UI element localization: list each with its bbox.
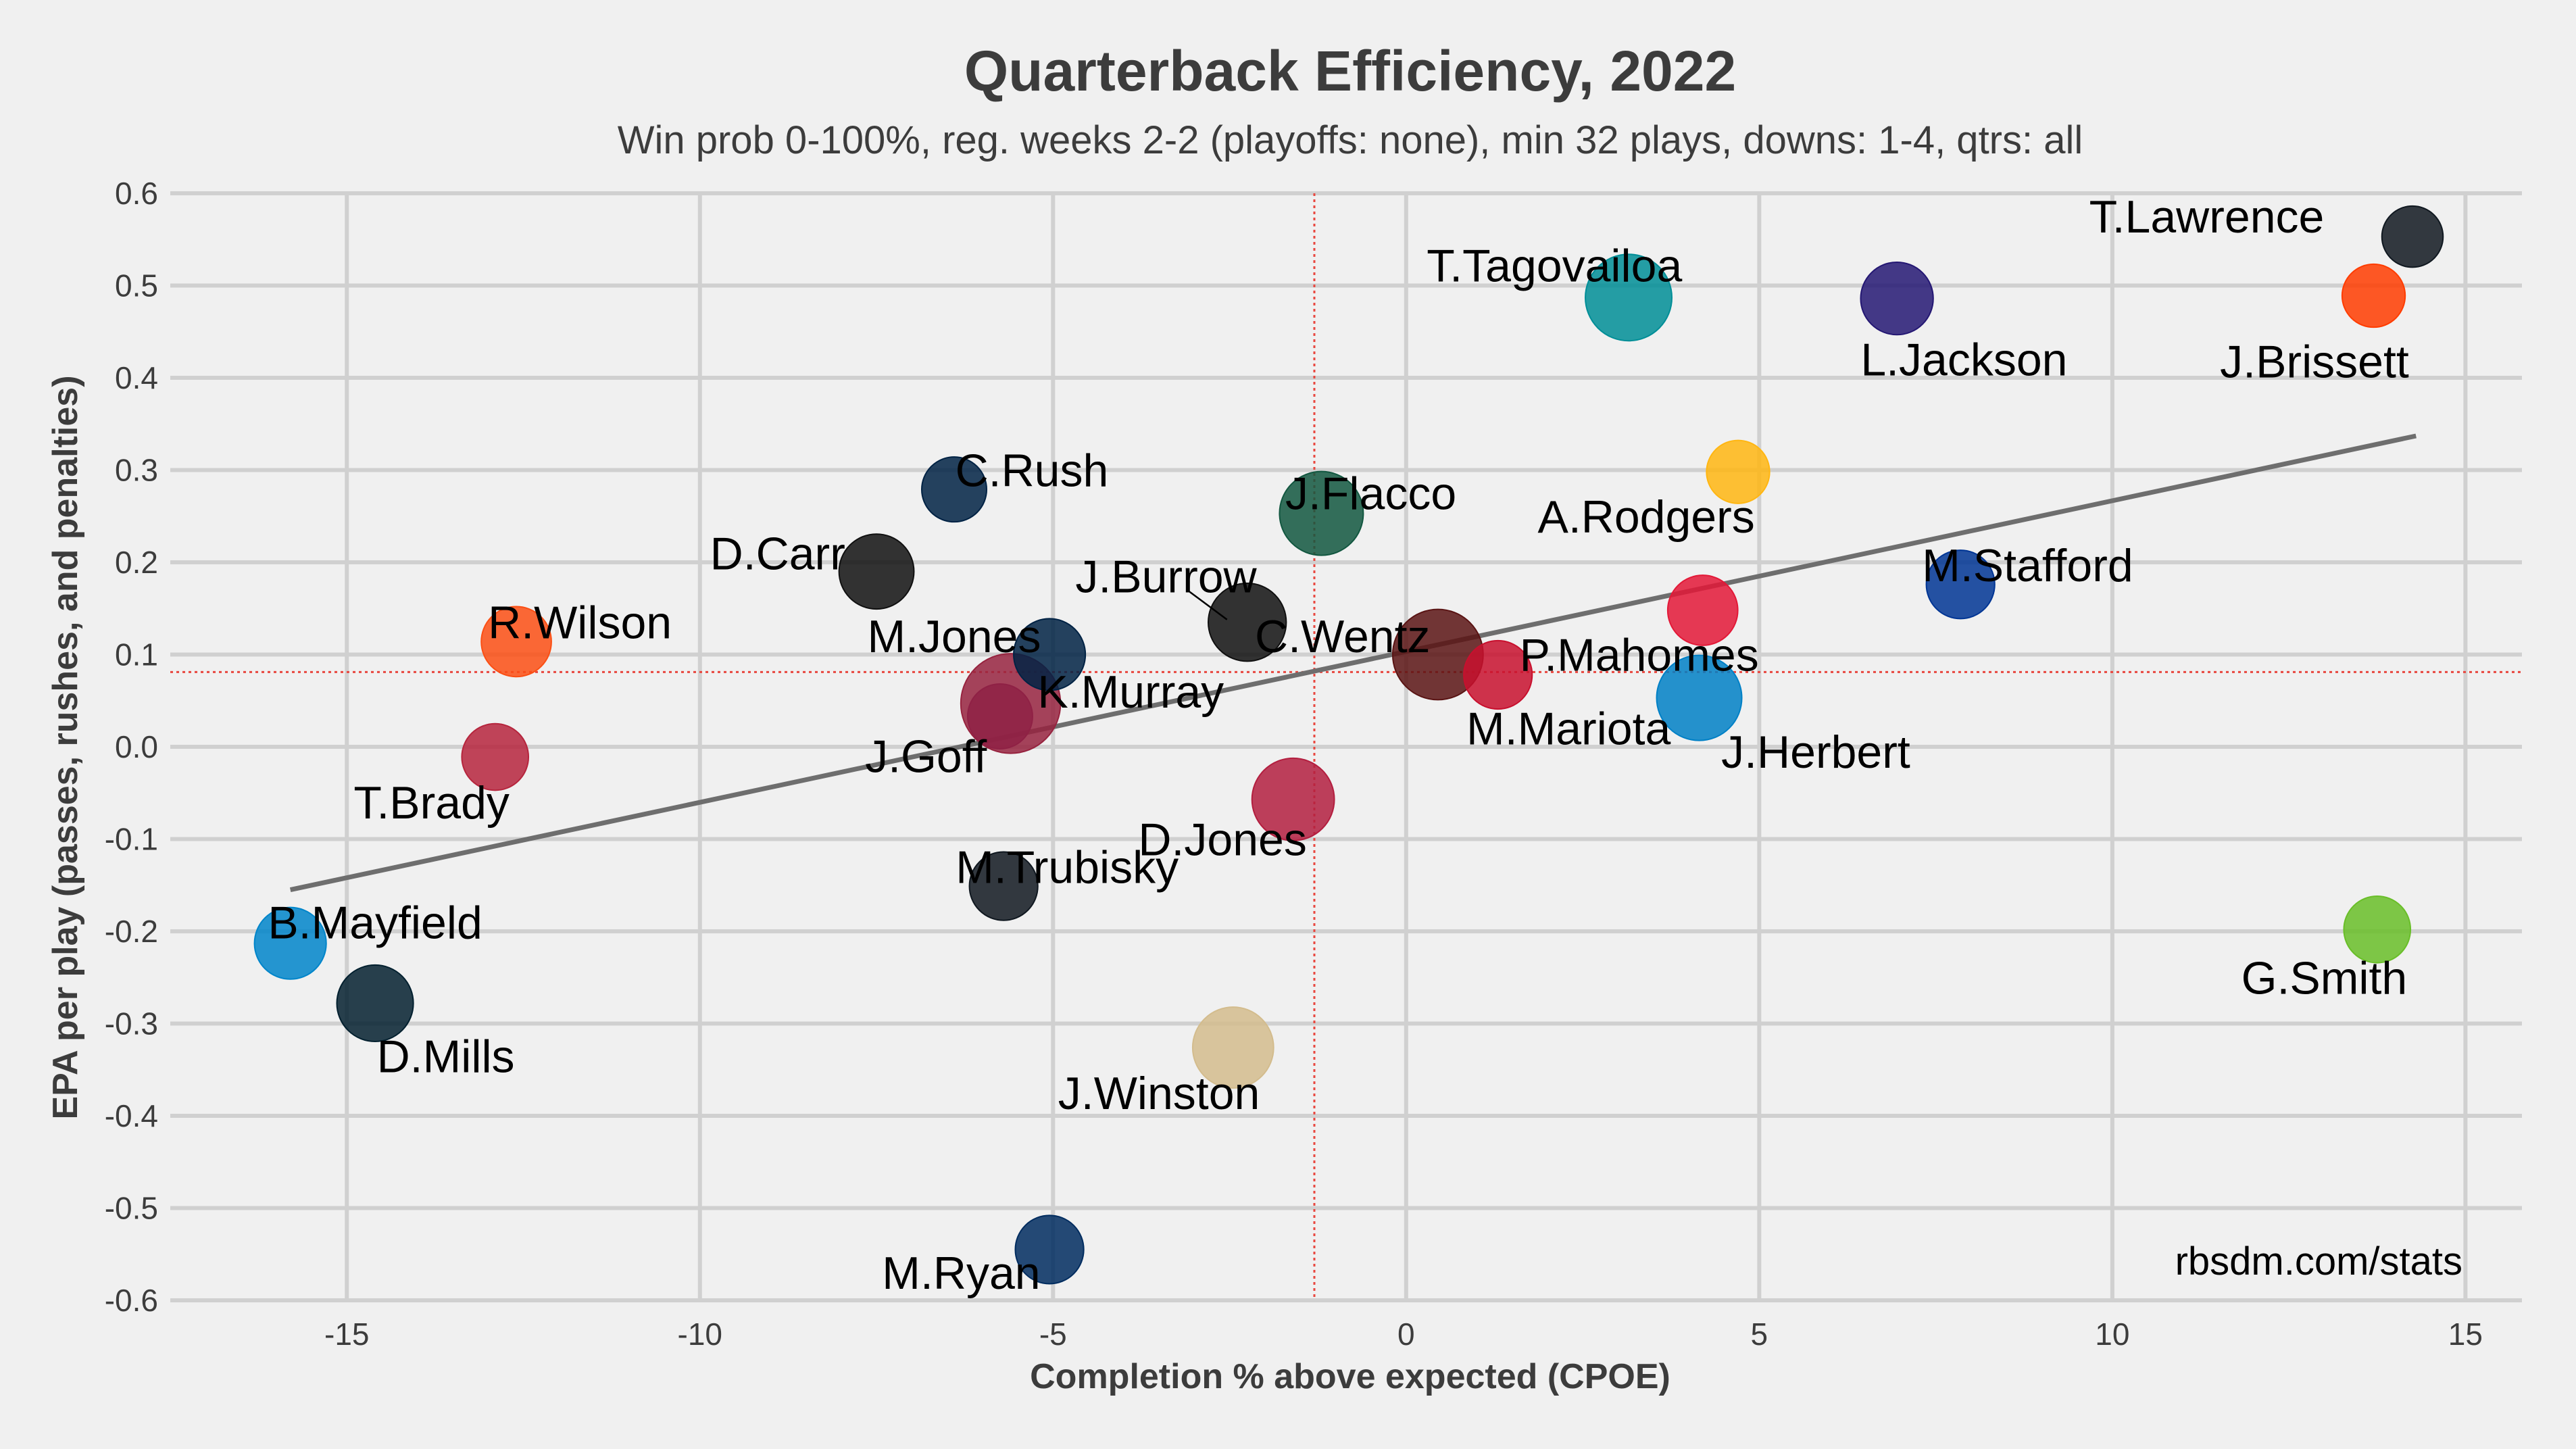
point-label: M.Mariota [1466, 704, 1670, 755]
data-point [1463, 639, 1533, 710]
x-axis-label: Completion % above expected (CPOE) [1030, 1357, 1670, 1396]
point-label: M.Jones [868, 611, 1041, 662]
data-points [253, 205, 2444, 1285]
point-label: M.Stafford [1922, 540, 2133, 591]
point-label: J.Flacco [1285, 468, 1456, 520]
point-label: J.Goff [865, 731, 987, 783]
data-point [1706, 439, 1770, 504]
data-point [1279, 470, 1364, 556]
data-point [1014, 1214, 1085, 1285]
data-point [1251, 757, 1335, 841]
point-label: R.Wilson [488, 597, 672, 649]
data-point [838, 533, 915, 610]
y-tick-label: 0.6 [115, 176, 158, 211]
chart-title: Quarterback Efficiency, 2022 [964, 39, 1736, 103]
point-label: J.Winston [1058, 1068, 1260, 1119]
axis-ticks: -15 -10 -5 0 5 10 15 0.6 0.5 0.4 0.3 0.2 0.1 0.0 -0.1 -… [105, 176, 2483, 1352]
y-tick-label: -0.1 [105, 822, 158, 857]
data-point [2341, 263, 2406, 328]
data-point [336, 964, 414, 1043]
point-label: K.Murray [1037, 666, 1224, 718]
data-point [480, 606, 552, 678]
point-label: B.Mayfield [268, 897, 482, 948]
y-tick-label: 0.3 [115, 453, 158, 488]
y-tick-label: 0.4 [115, 360, 158, 395]
point-label: J.Burrow [1075, 551, 1257, 602]
y-tick-label: 0.2 [115, 545, 158, 580]
data-point [966, 683, 1033, 750]
data-point [921, 456, 987, 523]
label-leader-line [1187, 589, 1228, 620]
data-point [1191, 1006, 1274, 1089]
data-point [2343, 895, 2412, 964]
data-point [1860, 261, 1934, 336]
point-label: C.Wentz [1255, 611, 1430, 662]
point-label: C.Rush [956, 445, 1109, 497]
data-point [1656, 654, 1743, 741]
point-label: T.Brady [353, 777, 510, 829]
chart-subtitle: Win prob 0-100%, reg. weeks 2-2 (playoff… [618, 118, 2083, 162]
point-label: D.Jones [1138, 814, 1306, 866]
trend-line-group [289, 433, 2417, 892]
point-label: M.Trubisky [956, 841, 1179, 893]
point-label: M.Ryan [882, 1248, 1040, 1299]
data-point [968, 851, 1039, 921]
y-tick-label: 0.5 [115, 268, 158, 303]
y-tick-label: -0.4 [105, 1098, 158, 1133]
data-point [2381, 205, 2444, 268]
x-tick-label: 5 [1751, 1317, 1768, 1352]
point-label: D.Carr [710, 528, 845, 579]
y-tick-label: 0.0 [115, 729, 158, 764]
point-label: T.Tagovailoa [1427, 240, 1682, 291]
point-label: J.Brissett [2220, 336, 2409, 387]
point-label: J.Herbert [1721, 727, 1910, 778]
y-axis-label: EPA per play (passes, rushes, and penalt… [46, 375, 85, 1119]
data-point [253, 906, 327, 980]
y-tick-label: -0.6 [105, 1283, 158, 1318]
point-label: D.Mills [377, 1031, 515, 1082]
trend-line [289, 433, 2417, 892]
mean-reference-lines [170, 193, 2522, 1300]
x-tick-label: -15 [324, 1317, 369, 1352]
point-label: G.Smith [2241, 952, 2408, 1004]
data-point [1013, 618, 1087, 691]
x-tick-label: 0 [1397, 1317, 1415, 1352]
x-tick-label: -5 [1039, 1317, 1067, 1352]
x-tick-label: 10 [2095, 1317, 2129, 1352]
point-label: L.Jackson [1860, 335, 2067, 386]
y-tick-label: -0.3 [105, 1006, 158, 1041]
data-point [1666, 574, 1739, 646]
credit-text: rbsdm.com/stats [2175, 1239, 2462, 1283]
y-tick-label: -0.2 [105, 914, 158, 949]
x-tick-label: 15 [2448, 1317, 2483, 1352]
data-point [1925, 549, 1996, 620]
y-tick-label: -0.5 [105, 1191, 158, 1226]
data-point [461, 722, 530, 791]
point-label: A.Rodgers [1538, 491, 1755, 543]
x-tick-label: -10 [678, 1317, 722, 1352]
point-labels: T.Lawrence J.Brissett L.Jackson T.Tagovailo… [268, 191, 2409, 1299]
data-point [1208, 583, 1287, 662]
grid-lines [170, 191, 2522, 1302]
data-point [1585, 253, 1673, 342]
point-label: P.Mahomes [1520, 630, 1759, 681]
y-tick-label: 0.1 [115, 637, 158, 672]
point-label: T.Lawrence [2089, 191, 2325, 243]
